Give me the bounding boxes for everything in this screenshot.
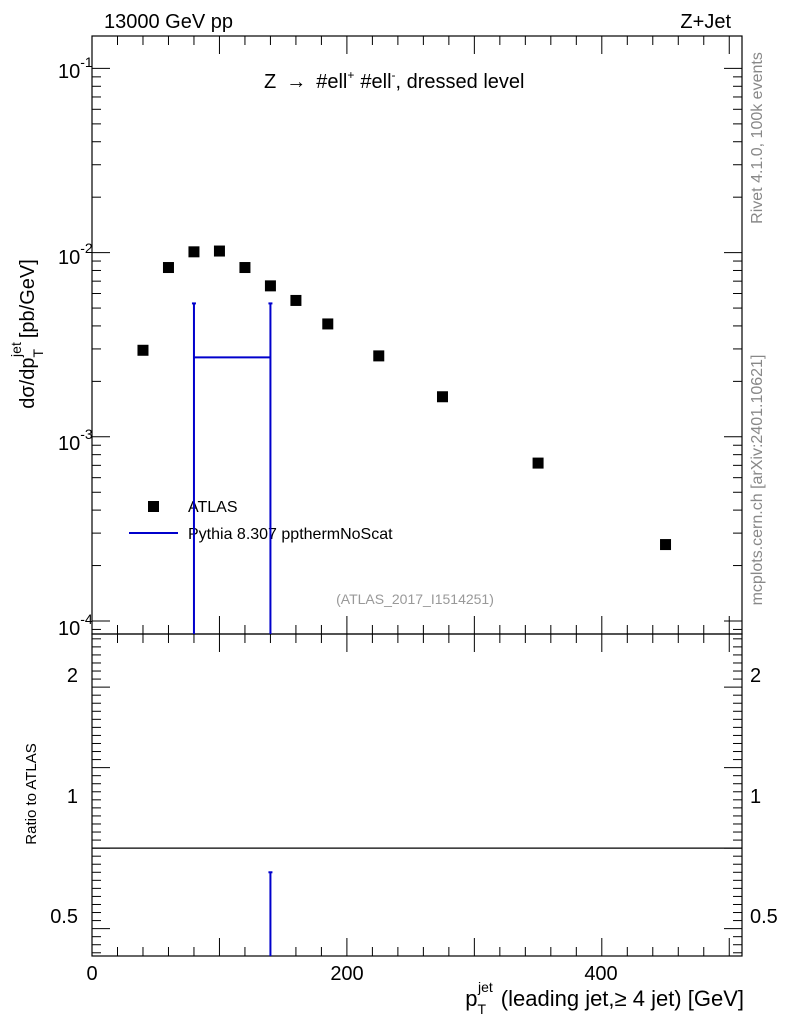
main-y-axis-label: dσ/dpTjet[pb/GeV] xyxy=(8,259,46,409)
atlas-data-point xyxy=(239,262,251,274)
y-tick-label-decade-neg2: 10-2 xyxy=(58,240,93,269)
x-tick-labels: 0 200 400 xyxy=(86,963,617,985)
atlas-series-main xyxy=(137,245,672,551)
atlas-data-point xyxy=(290,294,302,306)
header-right-label: Z+Jet xyxy=(680,11,731,33)
ratio-y-tick-labels: 0.5 1 2 0.5 1 2 xyxy=(50,665,778,928)
atlas-data-point xyxy=(660,539,672,551)
analysis-watermark: (ATLAS_2017_I1514251) xyxy=(336,591,494,607)
x-axis-ticks xyxy=(91,36,730,956)
legend-pythia-label: Pythia 8.307 ppthermNoScat xyxy=(188,526,393,543)
ratio-y-tick-label-2: 2 xyxy=(67,665,78,687)
main-panel-frame xyxy=(91,35,743,635)
y-tick-label-decade-neg3: 10-3 xyxy=(58,426,93,455)
atlas-data-point xyxy=(322,318,334,330)
atlas-data-point xyxy=(137,344,149,356)
ratio-y-tick-label-1: 1 xyxy=(67,786,78,808)
ratio-y-tick-label-right-1: 1 xyxy=(750,786,761,808)
x-tick-label-0: 0 xyxy=(86,963,97,985)
x-tick-label-400: 400 xyxy=(584,963,617,985)
atlas-data-point xyxy=(532,457,544,469)
ratio-y-tick-label-0p5: 0.5 xyxy=(50,906,78,928)
main-y-tick-labels: 10-1 10-2 10-3 10-4 xyxy=(58,54,93,640)
atlas-data-point xyxy=(188,246,200,258)
legend: ATLAS Pythia 8.307 ppthermNoScat xyxy=(129,499,393,543)
ratio-y-axis-label: Ratio to ATLAS xyxy=(23,743,40,844)
atlas-data-point xyxy=(264,280,276,292)
header-left-label: 13000 GeV pp xyxy=(104,11,233,33)
main-y-axis-ticks xyxy=(92,67,742,630)
ratio-y-tick-label-right-2: 2 xyxy=(750,665,761,687)
ratio-marks xyxy=(92,847,742,956)
rivet-version-label: Rivet 4.1.0, 100k events xyxy=(749,52,766,224)
pythia-series-main xyxy=(191,302,273,634)
y-tick-label-decade-neg1: 10-1 xyxy=(58,54,93,83)
atlas-data-point xyxy=(373,350,385,362)
ratio-y-tick-label-right-0p5: 0.5 xyxy=(750,906,778,928)
mcplots-credit-label: mcplots.cern.ch [arXiv:2401.10621] xyxy=(749,355,766,606)
atlas-data-point xyxy=(213,245,225,257)
y-tick-label-decade-neg4: 10-4 xyxy=(58,611,93,640)
atlas-data-point xyxy=(436,391,448,403)
plot-title: Z → #ell+ #ell-, dressed level xyxy=(264,68,524,93)
atlas-data-point xyxy=(162,262,174,274)
legend-atlas-marker xyxy=(148,501,159,512)
x-axis-label: pTjet (leading jet,≥ 4 jet) [GeV] xyxy=(465,979,744,1017)
x-tick-label-200: 200 xyxy=(330,963,363,985)
ratio-y-axis-ticks xyxy=(92,638,742,954)
ratio-panel-frame xyxy=(91,633,743,957)
legend-atlas-label: ATLAS xyxy=(188,499,238,516)
